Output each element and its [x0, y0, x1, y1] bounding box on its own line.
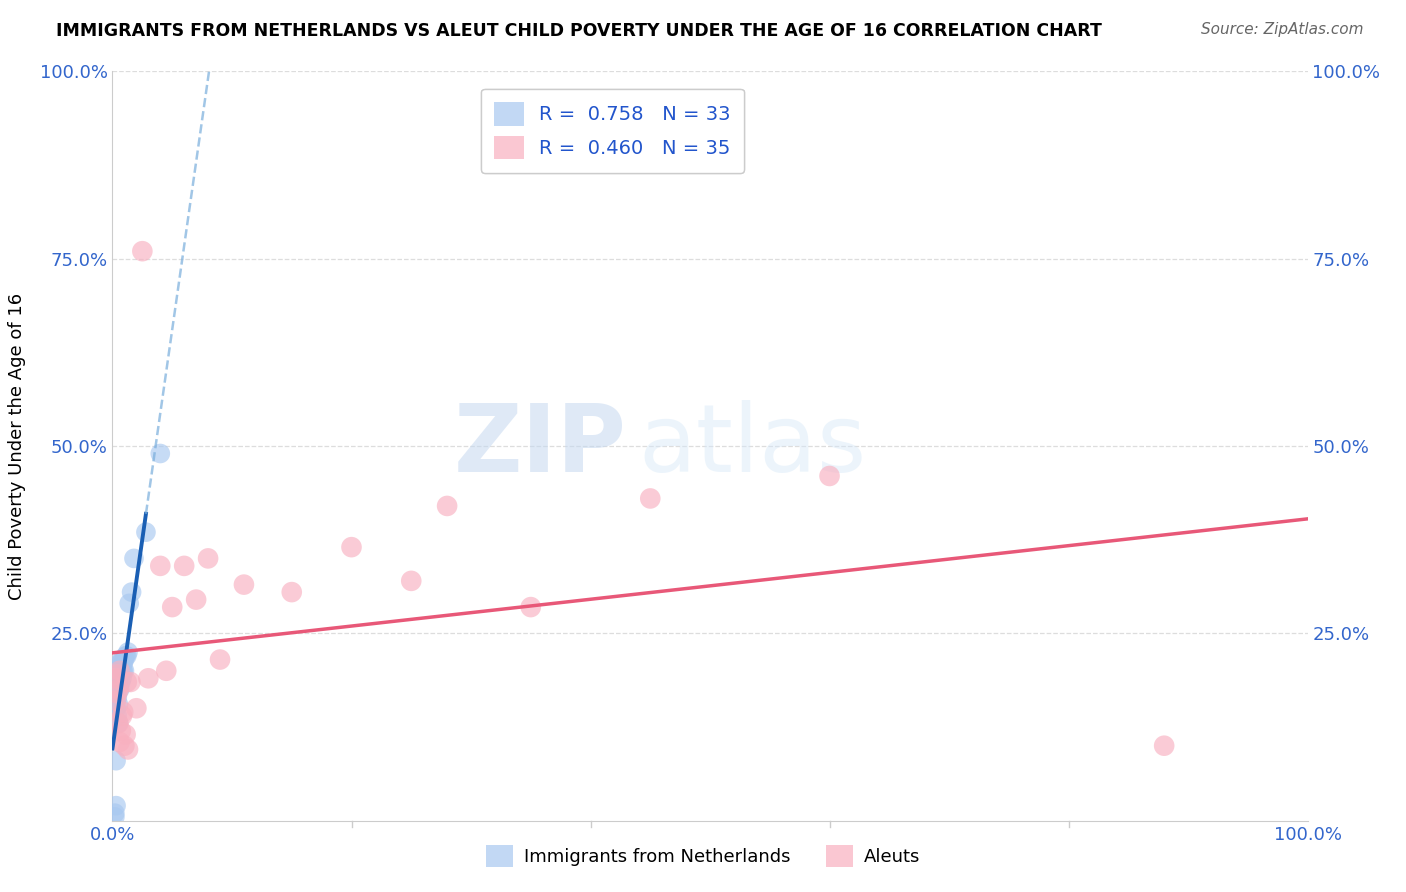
Point	[138, 671, 160, 685]
Point	[111, 708, 134, 723]
Point	[108, 682, 131, 697]
Point	[122, 551, 145, 566]
Point	[115, 675, 138, 690]
Point	[105, 686, 128, 700]
Legend: R =  0.758   N = 33, R =  0.460   N = 35: R = 0.758 N = 33, R = 0.460 N = 35	[481, 88, 744, 173]
Point	[149, 558, 172, 573]
Point	[1153, 739, 1175, 753]
Point	[114, 664, 135, 678]
Point	[818, 469, 841, 483]
Y-axis label: Child Poverty Under the Age of 16: Child Poverty Under the Age of 16	[7, 293, 25, 599]
Point	[125, 701, 148, 715]
Point	[640, 491, 662, 506]
Text: IMMIGRANTS FROM NETHERLANDS VS ALEUT CHILD POVERTY UNDER THE AGE OF 16 CORRELATI: IMMIGRANTS FROM NETHERLANDS VS ALEUT CHI…	[56, 22, 1102, 40]
Point	[173, 558, 195, 573]
Point	[209, 652, 232, 666]
Point	[520, 600, 543, 615]
Point	[155, 664, 177, 678]
Point	[107, 698, 129, 712]
Text: ZIP: ZIP	[454, 400, 627, 492]
Point	[108, 657, 131, 671]
Point	[105, 798, 128, 813]
Point	[117, 645, 139, 659]
Point	[108, 664, 131, 678]
Point	[114, 652, 135, 666]
Point	[115, 648, 138, 663]
Point	[114, 727, 136, 741]
Point	[111, 664, 134, 678]
Point	[105, 690, 128, 704]
Point	[107, 675, 129, 690]
Point	[436, 499, 458, 513]
Point	[105, 671, 128, 685]
Point	[114, 648, 136, 663]
Point	[110, 723, 132, 738]
Point	[121, 585, 143, 599]
Point	[105, 694, 128, 708]
Point	[107, 664, 129, 678]
Point	[110, 657, 132, 671]
Point	[111, 652, 134, 666]
Point	[281, 585, 304, 599]
Point	[111, 671, 134, 685]
Point	[149, 446, 172, 460]
Point	[104, 806, 127, 821]
Point	[135, 525, 157, 540]
Point	[105, 701, 128, 715]
Point	[110, 667, 132, 681]
Point	[197, 551, 219, 566]
Point	[105, 754, 128, 768]
Point	[108, 667, 131, 681]
Point	[117, 742, 139, 756]
Point	[108, 735, 131, 749]
Point	[105, 667, 128, 681]
Point	[120, 675, 142, 690]
Point	[104, 810, 127, 824]
Point	[340, 540, 363, 554]
Point	[107, 716, 129, 731]
Point	[186, 592, 208, 607]
Text: atlas: atlas	[638, 400, 866, 492]
Point	[107, 682, 129, 697]
Point	[112, 657, 135, 671]
Point	[118, 596, 141, 610]
Text: Source: ZipAtlas.com: Source: ZipAtlas.com	[1201, 22, 1364, 37]
Point	[112, 664, 135, 678]
Point	[401, 574, 423, 588]
Point	[107, 716, 129, 731]
Point	[114, 739, 135, 753]
Point	[105, 708, 128, 723]
Legend: Immigrants from Netherlands, Aleuts: Immigrants from Netherlands, Aleuts	[478, 838, 928, 874]
Point	[162, 600, 183, 615]
Point	[233, 577, 256, 591]
Point	[105, 675, 128, 690]
Point	[110, 675, 132, 690]
Point	[112, 705, 135, 719]
Point	[131, 244, 153, 259]
